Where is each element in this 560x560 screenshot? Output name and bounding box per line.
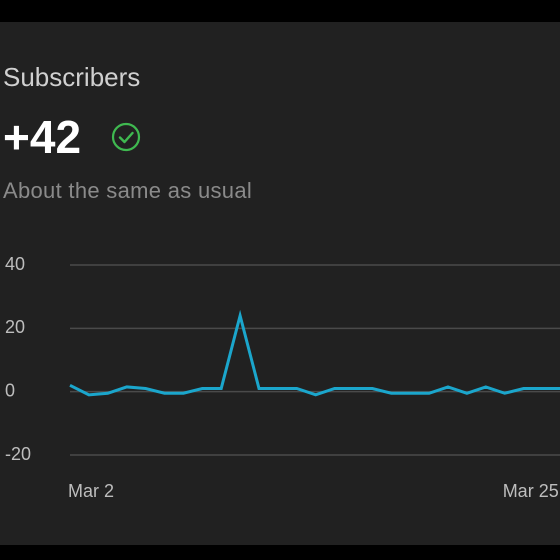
x-tick-label: Mar 2: [68, 481, 114, 501]
y-tick-label: -20: [5, 444, 31, 464]
x-tick-label: Mar 25: [503, 481, 559, 501]
card-title: Subscribers: [3, 62, 141, 92]
y-tick-label: 40: [5, 254, 25, 274]
metric-value: +42: [3, 111, 82, 163]
line-series: [69, 309, 560, 397]
y-tick-label: 0: [5, 380, 15, 400]
subtitle: About the same as usual: [3, 178, 253, 203]
card: Subscribers +42 About the same as usual …: [0, 22, 560, 545]
y-tick-label: 20: [5, 317, 25, 337]
chart: -20 0 20 40 Mar 2 Mar 25: [5, 254, 560, 501]
check-icon: [111, 122, 141, 152]
